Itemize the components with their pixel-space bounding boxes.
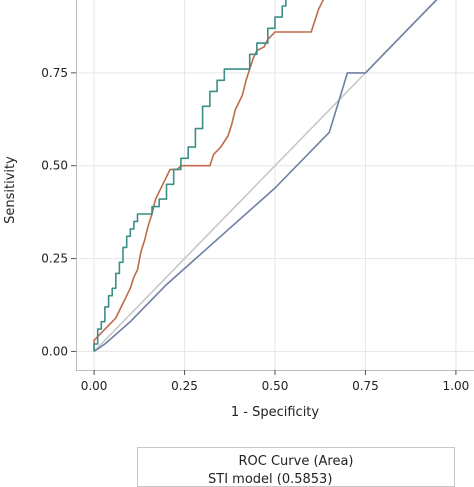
x-axis-title: 1 - Specificity [231,405,320,420]
x-tick-label: 0.50 [262,379,289,393]
y-axis-title: Sensitivity [3,156,18,224]
legend-entry: STI model (0.5853) [208,472,332,487]
y-tick-label: 0.25 [41,252,68,266]
x-tick-label: 0.00 [81,379,108,393]
y-tick-label: 0.00 [41,344,68,358]
x-tick-label: 0.25 [171,379,198,393]
y-tick-label: 0.75 [41,66,68,80]
x-tick-label: 0.75 [352,379,379,393]
legend-title: ROC Curve (Area) [138,454,454,469]
x-tick-label: 1.00 [443,379,470,393]
roc-chart: 0.00 0.25 0.50 0.75 1.00 0.00 0.25 0.50 0.75 1 -… [0,0,474,474]
legend: ROC Curve (Area) STI model (0.5853) [137,447,455,487]
y-tick-label: 0.50 [41,159,68,173]
